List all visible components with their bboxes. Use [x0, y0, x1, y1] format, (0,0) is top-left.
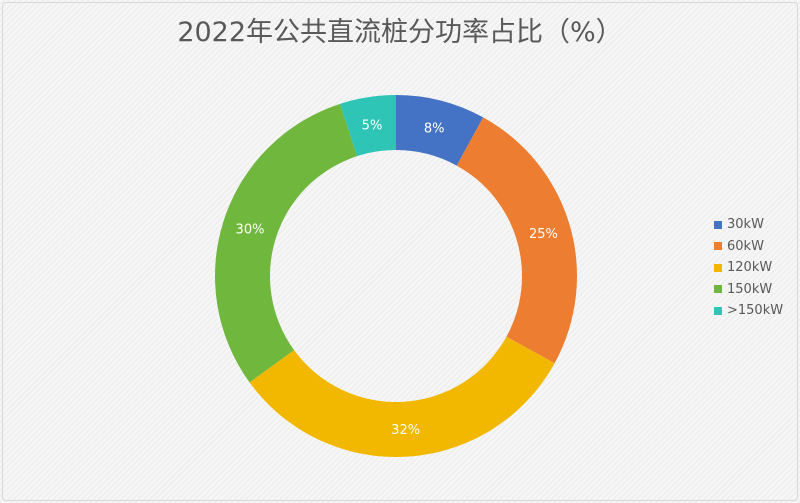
legend-label: 150kW [727, 281, 773, 297]
chart-title: 2022年公共直流桩分功率占比（%） [177, 17, 623, 48]
legend-swatch [714, 220, 722, 229]
slice-60kW [456, 117, 577, 364]
legend-label: 120kW [727, 260, 773, 276]
data-label: 25% [529, 227, 558, 242]
legend-item: 30kW [714, 214, 783, 236]
legend-item: 60kW [714, 236, 783, 258]
legend-item: >150kW [714, 300, 783, 322]
legend-swatch [714, 263, 722, 272]
legend-label: 60kW [727, 238, 764, 254]
legend-item: 150kW [714, 279, 783, 301]
data-label: 8% [424, 121, 445, 136]
data-label: 5% [362, 118, 383, 133]
legend-label: 30kW [727, 217, 764, 233]
data-label: 32% [391, 423, 420, 438]
legend: 30kW 60kW 120kW 150kW >150kW [714, 214, 783, 322]
slice-30kW [396, 95, 484, 166]
legend-item: 120kW [714, 257, 783, 279]
legend-swatch [714, 285, 722, 294]
data-label: 30% [236, 223, 265, 238]
legend-swatch [714, 306, 722, 315]
slice-gt-150kW [340, 95, 396, 157]
slice-120kW [249, 336, 555, 457]
legend-label: >150kW [727, 303, 784, 319]
legend-swatch [714, 242, 722, 251]
slice-150kW [214, 103, 358, 383]
